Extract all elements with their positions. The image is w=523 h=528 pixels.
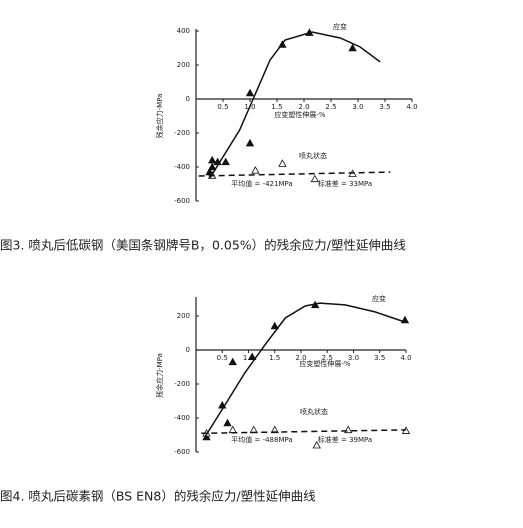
x-tick-label: 1.5 bbox=[269, 354, 280, 362]
x-tick-label: 2.0 bbox=[295, 354, 306, 362]
y-tick-label: 400 bbox=[177, 27, 190, 35]
filled-triangle bbox=[245, 138, 255, 147]
y-tick-label: -200 bbox=[174, 129, 190, 137]
filled-triangle bbox=[208, 155, 217, 164]
filled-triangle bbox=[208, 162, 217, 171]
open-triangle bbox=[251, 166, 260, 174]
filled-triangle bbox=[348, 43, 357, 52]
x-tick-label: 0.5 bbox=[217, 103, 228, 111]
filled-triangle bbox=[228, 357, 237, 366]
open-triangle bbox=[344, 425, 353, 434]
y-axis-label: 残余应力-MPa bbox=[155, 353, 164, 398]
open-triangle bbox=[310, 174, 319, 183]
annotation: 应变 bbox=[333, 22, 347, 31]
x-tick-label: 1.0 bbox=[243, 354, 254, 362]
open-triangle bbox=[278, 159, 287, 167]
y-tick-label: 200 bbox=[177, 61, 190, 69]
caption: 图3. 喷丸后低碳钢（美国条钢牌号B，0.05%）的残余应力/塑性延伸曲线 bbox=[0, 238, 406, 253]
filled-triangle bbox=[270, 321, 279, 330]
fit-curve bbox=[204, 302, 406, 438]
annotation: 标准差 = 39MPa bbox=[318, 435, 372, 444]
x-axis-label: 应变塑性伸展-% bbox=[299, 359, 351, 368]
y-axis-label: 残余应力-MPa bbox=[155, 94, 164, 139]
filled-triangle bbox=[223, 418, 232, 427]
filled-triangle bbox=[221, 157, 230, 166]
filled-triangle bbox=[247, 352, 257, 360]
x-tick-label: 4.0 bbox=[400, 354, 411, 362]
y-tick-label: -400 bbox=[174, 163, 190, 171]
caption: 图4. 喷丸后碳素钢（BS EN8）的残余应力/塑性延伸曲线 bbox=[0, 489, 316, 504]
mean-line bbox=[198, 171, 391, 177]
open-triangle bbox=[312, 440, 321, 449]
x-tick-label: 4.0 bbox=[406, 103, 417, 111]
x-axis-label: 应变塑性伸展-% bbox=[274, 110, 326, 119]
x-tick-label: 3.5 bbox=[379, 103, 390, 111]
x-tick-label: 3.5 bbox=[374, 354, 385, 362]
y-tick-label: -600 bbox=[174, 448, 190, 456]
y-tick-label: -400 bbox=[174, 414, 190, 422]
x-tick-label: 2.0 bbox=[298, 103, 309, 111]
y-tick-label: 200 bbox=[177, 312, 190, 320]
y-tick-label: -200 bbox=[174, 380, 190, 388]
x-tick-label: 3.0 bbox=[352, 103, 363, 111]
x-tick-label: 1.5 bbox=[271, 103, 282, 111]
x-tick-label: 2.5 bbox=[325, 103, 336, 111]
x-tick-label: 2.5 bbox=[322, 354, 333, 362]
annotation: 喷丸状态 bbox=[300, 407, 328, 416]
filled-triangle bbox=[245, 88, 255, 97]
x-tick-label: 3.0 bbox=[348, 354, 359, 362]
y-tick-label: 0 bbox=[186, 346, 190, 354]
y-tick-label: 0 bbox=[186, 95, 190, 103]
fit-curve bbox=[209, 31, 381, 179]
y-tick-label: -600 bbox=[174, 197, 190, 205]
annotation: 应变 bbox=[372, 294, 386, 303]
annotation: 平均值 = -421MPa bbox=[231, 179, 292, 188]
mean-line bbox=[201, 429, 407, 435]
annotation: 喷丸状态 bbox=[299, 151, 327, 160]
annotation: 标准差 = 33MPa bbox=[318, 179, 372, 188]
annotation: 平均值 = -488MPa bbox=[231, 435, 292, 444]
open-triangle bbox=[228, 425, 237, 434]
x-tick-label: 0.5 bbox=[217, 354, 228, 362]
